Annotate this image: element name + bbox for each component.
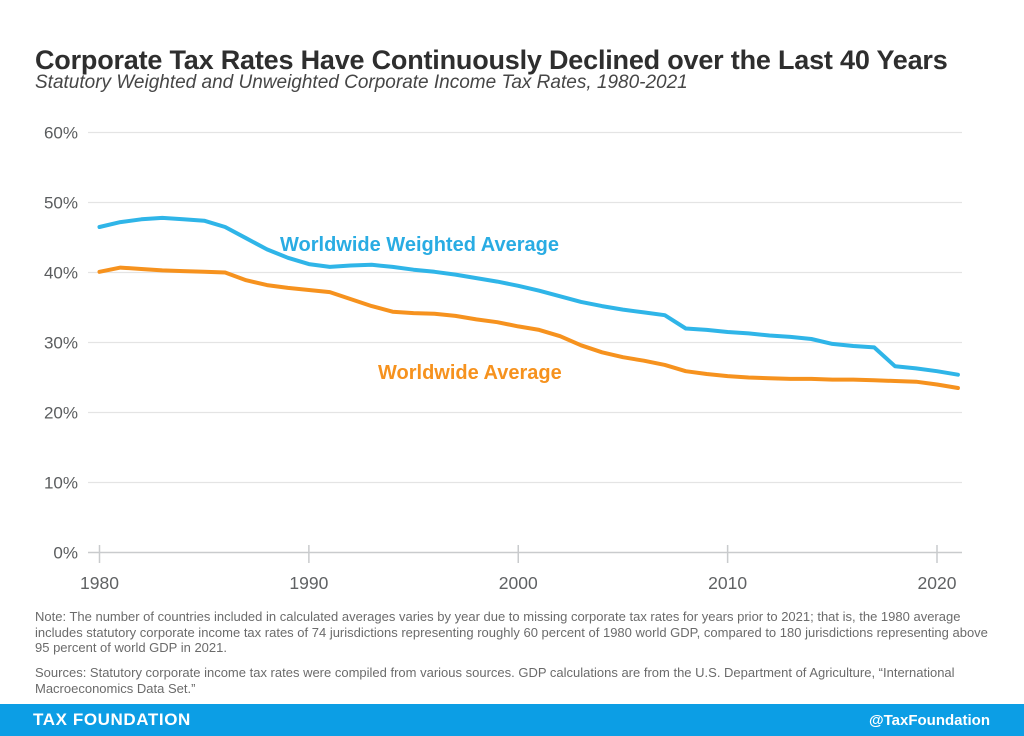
x-axis-tick-label: 1990: [289, 573, 328, 593]
worldwide-average-series-label: Worldwide Average: [378, 362, 562, 384]
line-chart: 0% 10% 20% 30% 40% 50% 60% 1980 1990 2000 2010 2020: [44, 124, 962, 593]
weighted-average-line: [97, 215, 960, 377]
x-axis-tick-label: 2010: [708, 573, 747, 593]
y-axis-tick-label: 20%: [44, 404, 78, 423]
y-axis-tick-label: 30%: [44, 334, 78, 353]
y-axis-tick-label: 40%: [44, 264, 78, 283]
footer-bar: TAX FOUNDATION @TaxFoundation: [0, 704, 1024, 736]
note-text: Note: The number of countries included i…: [35, 609, 988, 655]
chart-title: Corporate Tax Rates Have Continuously De…: [35, 45, 948, 76]
y-axis-tick-label: 50%: [44, 194, 78, 213]
x-axis-tick-label: 2020: [918, 573, 957, 593]
y-axis-tick-label: 60%: [44, 124, 78, 143]
sources-text: Sources: Statutory corporate income tax …: [35, 665, 955, 696]
y-axis-tick-label: 10%: [44, 474, 78, 493]
weighted-average-series-label: Worldwide Weighted Average: [280, 234, 559, 256]
x-axis-tick-label: 1980: [80, 573, 119, 593]
social-handle: @TaxFoundation: [868, 711, 990, 729]
worldwide-average-line: [97, 265, 960, 390]
brand-name: TAX FOUNDATION: [33, 710, 191, 729]
chart-subtitle: Statutory Weighted and Unweighted Corpor…: [35, 72, 688, 93]
y-axis-tick-label: 0%: [53, 544, 78, 563]
x-axis-tick-label: 2000: [499, 573, 538, 593]
